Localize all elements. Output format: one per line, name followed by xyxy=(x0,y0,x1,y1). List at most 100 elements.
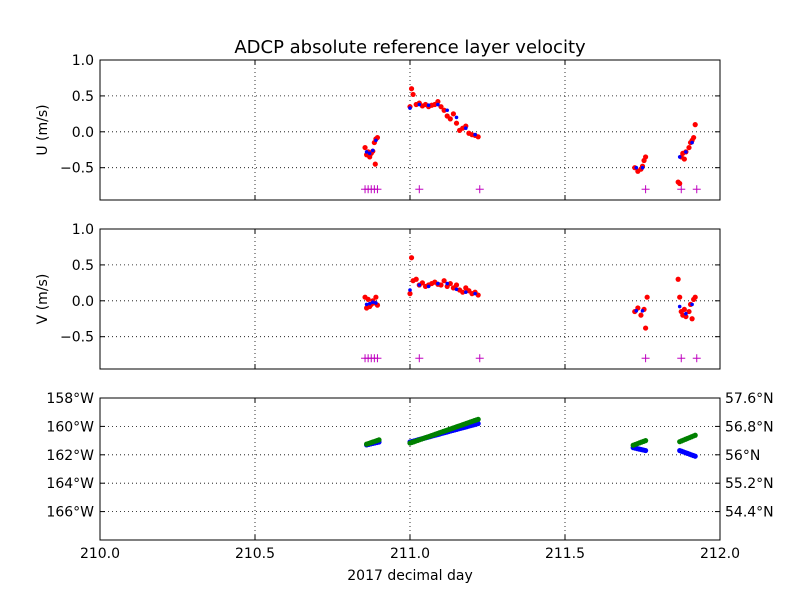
velocity-point xyxy=(681,306,687,313)
y-tick-label: 0.5 xyxy=(72,89,94,105)
velocity-point xyxy=(372,161,378,167)
smoothed-point xyxy=(445,281,450,286)
velocity-point xyxy=(408,86,415,92)
smoothed-point xyxy=(408,288,412,292)
y-tick-label: 162°W xyxy=(46,448,94,464)
velocity-point xyxy=(419,280,425,286)
smoothed-point xyxy=(640,309,645,313)
velocity-point xyxy=(362,144,368,151)
velocity-point xyxy=(677,294,683,300)
smoothed-point xyxy=(417,283,422,287)
velocity-point xyxy=(441,107,447,113)
velocity-point xyxy=(450,111,456,117)
velocity-point xyxy=(413,276,419,282)
y-tick-label: 1.0 xyxy=(72,53,94,69)
velocity-point xyxy=(683,313,689,320)
y-tick-label: −0.5 xyxy=(60,161,94,177)
smoothed-point xyxy=(473,132,477,137)
position-point xyxy=(643,438,649,444)
smoothed-point xyxy=(374,301,378,305)
smoothed-point xyxy=(436,281,440,286)
velocity-point xyxy=(638,312,644,318)
y-tick-label: 0.0 xyxy=(72,125,94,141)
velocity-point xyxy=(686,308,692,315)
y-tick-label: −0.5 xyxy=(60,330,94,346)
y-tick-label: 166°W xyxy=(46,505,94,521)
velocity-point xyxy=(408,255,415,261)
position-point xyxy=(643,447,649,454)
velocity-point xyxy=(460,289,466,295)
velocity-point xyxy=(691,134,697,141)
panel-v: 1.0 0.5 0.0 −0.5 V (m/s) xyxy=(35,222,721,370)
velocity-point xyxy=(365,296,371,302)
x-tick-label: 210.5 xyxy=(235,546,275,562)
smoothed-point xyxy=(464,126,468,131)
smoothed-point xyxy=(690,302,694,307)
smoothed-point xyxy=(367,151,372,156)
smoothed-point xyxy=(454,115,459,120)
smoothed-point xyxy=(426,284,431,289)
smoothed-point xyxy=(454,287,459,292)
velocity-point xyxy=(441,278,447,284)
smoothed-point xyxy=(374,138,378,143)
y-axis-label: V (m/s) xyxy=(35,274,51,325)
x-tick-label: 211.5 xyxy=(545,546,585,562)
chart-title: ADCP absolute reference layer velocity xyxy=(234,37,586,58)
smoothed-point xyxy=(436,102,440,107)
velocity-point xyxy=(644,294,650,300)
panel-frame xyxy=(99,59,721,201)
velocity-point xyxy=(453,120,460,126)
smoothed-point xyxy=(677,155,682,159)
smoothed-point xyxy=(445,108,450,113)
smoothed-point xyxy=(367,301,372,306)
panel-u: 1.0 0.5 0.0 −0.5 U (m/s) xyxy=(35,53,721,201)
right-y-tick-label: 54.4°N xyxy=(725,505,774,521)
velocity-point xyxy=(686,144,692,151)
x-tick-label: 211.0 xyxy=(390,546,430,562)
velocity-point xyxy=(453,282,460,288)
right-y-tick-label: 55.2°N xyxy=(725,476,774,492)
smoothed-point xyxy=(677,304,682,309)
smoothed-point xyxy=(634,309,639,313)
right-y-tick-label: 56.8°N xyxy=(725,419,774,435)
x-tick-label: 212.0 xyxy=(700,546,740,562)
y-tick-label: 0.0 xyxy=(72,294,94,310)
x-axis-label: 2017 decimal day xyxy=(347,568,472,584)
right-y-tick-label: 56°N xyxy=(725,448,760,464)
velocity-point xyxy=(692,294,698,300)
smoothed-point xyxy=(684,150,688,154)
velocity-point xyxy=(689,316,695,322)
smoothed-point xyxy=(364,150,369,154)
smoothed-point xyxy=(640,165,645,170)
y-axis-label: U (m/s) xyxy=(35,104,51,155)
panel-frame xyxy=(99,228,721,370)
y-tick-label: 0.5 xyxy=(72,258,94,274)
position-point xyxy=(692,432,698,438)
position-point xyxy=(692,453,698,459)
velocity-point xyxy=(447,116,453,122)
smoothed-point xyxy=(371,148,375,153)
velocity-point xyxy=(373,294,379,300)
velocity-point xyxy=(407,291,413,297)
velocity-point xyxy=(675,276,681,282)
velocity-point xyxy=(438,282,444,288)
velocity-point xyxy=(643,154,649,160)
y-tick-label: 164°W xyxy=(46,476,94,492)
velocity-point xyxy=(475,292,481,298)
velocity-point xyxy=(435,99,441,105)
smoothed-point xyxy=(464,290,468,294)
smoothed-point xyxy=(371,300,375,305)
smoothed-point xyxy=(473,291,477,296)
velocity-point xyxy=(475,134,481,140)
smoothed-point xyxy=(364,302,369,307)
smoothed-point xyxy=(634,165,639,170)
position-point xyxy=(475,416,481,422)
velocity-point xyxy=(643,325,649,331)
y-tick-label: 158°W xyxy=(46,391,94,407)
panel-frame xyxy=(99,397,721,541)
smoothed-point xyxy=(684,311,688,316)
velocity-point xyxy=(438,104,444,110)
smoothed-point xyxy=(417,102,422,107)
smoothed-point xyxy=(408,106,412,110)
